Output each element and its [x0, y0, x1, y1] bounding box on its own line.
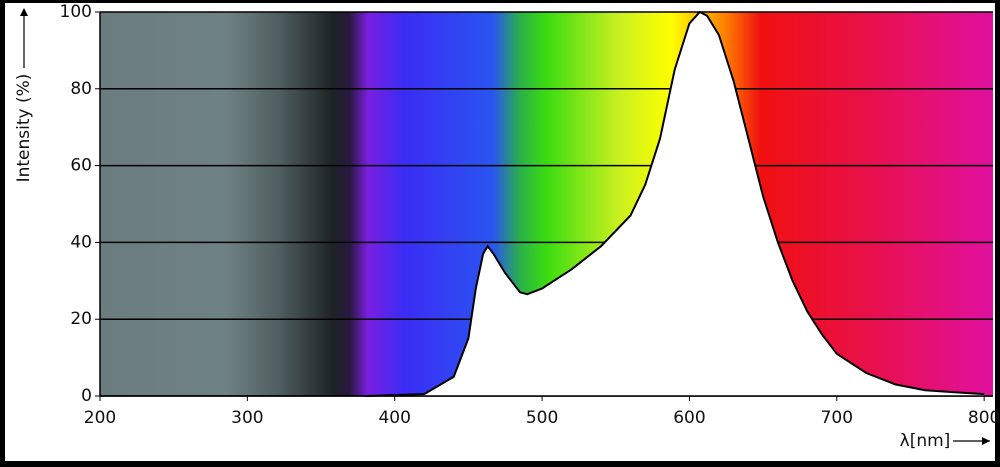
- y-tick-label: 0: [81, 386, 92, 406]
- y-tick-label: 40: [70, 232, 92, 252]
- x-arrow-head: [982, 437, 990, 445]
- x-tick-label: 500: [526, 408, 558, 428]
- x-tick-label: 200: [84, 408, 116, 428]
- x-tick-label: 300: [231, 408, 263, 428]
- x-tick-label: 800: [968, 408, 1000, 428]
- x-tick-label: 700: [821, 408, 853, 428]
- y-tick-label: 20: [70, 309, 92, 329]
- x-tick-label: 400: [378, 408, 410, 428]
- y-axis-label: Intensity (%): [14, 74, 34, 183]
- x-axis-label: λ[nm]: [900, 431, 951, 451]
- spectrum-area: [365, 12, 985, 396]
- y-tick-label: 80: [70, 79, 92, 99]
- y-arrow-head: [20, 8, 28, 16]
- y-tick-label: 60: [70, 156, 92, 176]
- spectrum-line: [365, 10, 985, 397]
- y-tick-label: 100: [60, 2, 92, 22]
- x-tick-label: 600: [673, 408, 705, 428]
